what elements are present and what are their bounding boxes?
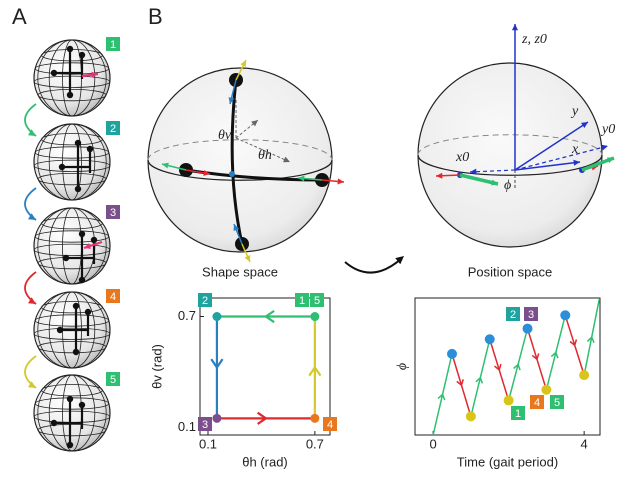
panel-label: B	[148, 4, 163, 29]
marker	[504, 395, 514, 405]
step-number: 1	[299, 295, 305, 307]
joint	[67, 46, 73, 52]
joint	[51, 70, 57, 76]
step-number: 4	[534, 397, 540, 409]
joint	[79, 52, 85, 58]
x-tick-label: 0.1	[199, 436, 217, 451]
sphere	[148, 68, 332, 252]
step-number: 2	[510, 309, 516, 321]
step-number: 5	[554, 397, 560, 409]
step-number: 2	[110, 123, 116, 135]
marker	[447, 349, 457, 359]
math-label: ϕ	[504, 178, 511, 193]
joint	[67, 92, 73, 98]
joint	[73, 303, 79, 309]
marker	[541, 385, 551, 395]
x-axis-label: θh (rad)	[242, 454, 288, 469]
x-tick-label: 0	[430, 436, 437, 451]
corner-dot	[212, 312, 221, 321]
step-number: 1	[110, 39, 116, 51]
joint	[63, 255, 69, 261]
joint	[79, 277, 85, 283]
arrow-head	[337, 178, 344, 184]
step-number: 3	[110, 207, 116, 219]
step-number: 1	[515, 408, 521, 420]
math-label: y0	[600, 122, 615, 137]
joint	[85, 309, 91, 315]
marker	[523, 324, 533, 334]
joint	[87, 146, 93, 152]
corner-dot	[310, 414, 319, 423]
map-arrow	[345, 258, 402, 273]
joint	[91, 237, 97, 243]
marker	[579, 370, 589, 380]
panel-label: A	[12, 4, 27, 29]
joint	[75, 186, 81, 192]
figure: AB12345Shape spacePosition spaceθvθhz, z…	[0, 0, 629, 477]
x-axis-label: Time (gait period)	[457, 454, 558, 469]
y-axis-label: ϕ	[395, 363, 410, 370]
joint	[51, 420, 57, 426]
step-number: 3	[528, 309, 534, 321]
math-label: x	[571, 142, 579, 157]
caption: Shape space	[202, 264, 278, 279]
marker	[466, 411, 476, 421]
joint	[57, 327, 63, 333]
step-number: 5	[314, 295, 320, 307]
joint	[75, 140, 81, 146]
joint	[79, 231, 85, 237]
x-tick-label: 0.7	[306, 436, 324, 451]
y-axis-label: θv (rad)	[149, 344, 164, 389]
joint	[67, 396, 73, 402]
step-number: 2	[202, 295, 208, 307]
math-label: z, z0	[521, 32, 547, 47]
marker	[560, 310, 570, 320]
joint	[79, 402, 85, 408]
step-number: 4	[110, 291, 116, 303]
math-label: y	[570, 104, 579, 119]
math-label: x0	[455, 150, 469, 165]
step-number: 3	[202, 419, 208, 431]
step-number: 4	[327, 419, 333, 431]
joint	[73, 349, 79, 355]
marker	[485, 334, 495, 344]
center	[229, 171, 235, 177]
y-tick-label: 0.7	[178, 308, 196, 323]
arrow-head	[512, 24, 518, 30]
corner-dot	[310, 312, 319, 321]
y-tick-label: 0.1	[178, 419, 196, 434]
math-label: θh	[258, 148, 272, 163]
joint	[59, 164, 65, 170]
corner-dot	[212, 414, 221, 423]
math-label: θv	[218, 128, 232, 143]
joint	[67, 442, 73, 448]
page: {"panel_a": {"label": "A", "steps": ["1"…	[0, 0, 629, 477]
x-tick-label: 4	[581, 436, 588, 451]
caption: Position space	[468, 264, 553, 279]
step-number: 5	[110, 374, 116, 386]
